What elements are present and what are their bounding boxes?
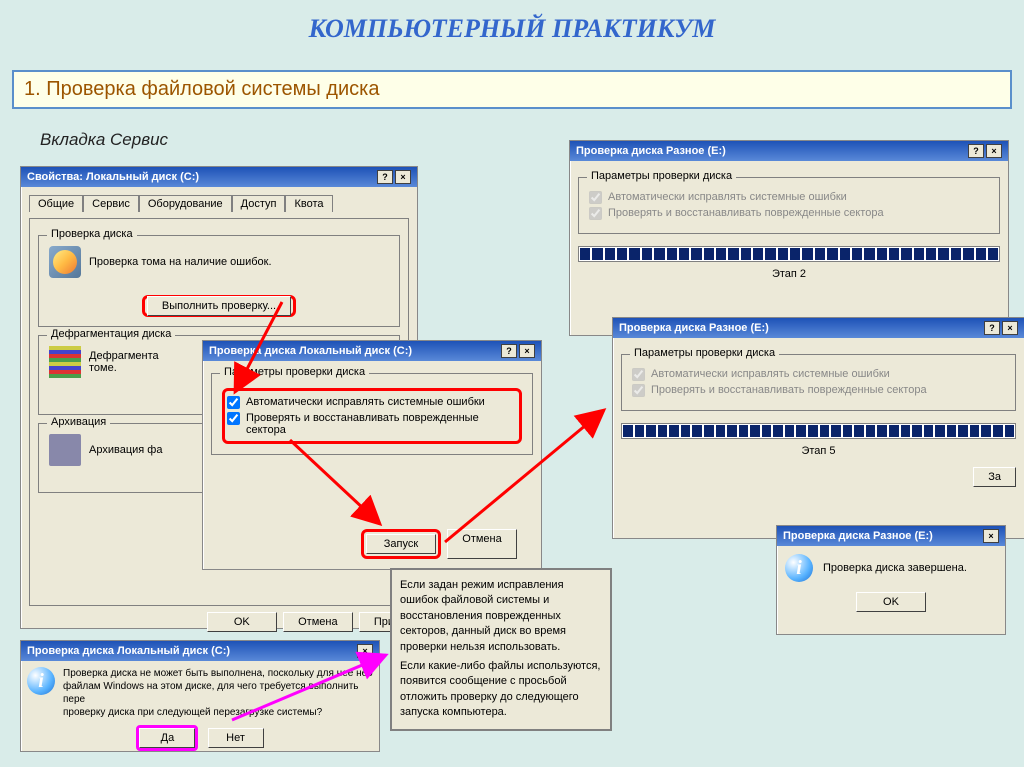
defer-text: Проверка диска не может быть выполнена, … xyxy=(63,667,373,719)
opt-label-2: Проверять и восстанавливать поврежденные… xyxy=(651,384,927,396)
opt-label-2: Проверять и восстанавливать поврежденные… xyxy=(246,412,517,436)
tab-hardware[interactable]: Оборудование xyxy=(139,195,232,212)
yes-button[interactable]: Да xyxy=(139,728,195,748)
group-label-archive: Архивация xyxy=(47,416,110,428)
titlebar: Проверка диска Разное (E:) × xyxy=(777,526,1005,546)
opt-label-1: Автоматически исправлять системные ошибк… xyxy=(246,396,485,408)
checkbox-recover xyxy=(589,207,602,220)
ok-button[interactable]: OK xyxy=(856,592,926,612)
window-title: Проверка диска Разное (E:) xyxy=(783,530,933,542)
help-button[interactable]: ? xyxy=(984,321,1000,335)
no-button[interactable]: Нет xyxy=(208,728,264,748)
disk-icon xyxy=(49,246,81,278)
running-e-phase2: Проверка диска Разное (E:) ? × Параметры… xyxy=(569,140,1009,336)
check-params-group: Параметры проверки диска Автоматически и… xyxy=(211,373,533,455)
close-button[interactable]: × xyxy=(519,344,535,358)
group-label: Проверка диска xyxy=(47,228,137,240)
running-e-phase5: Проверка диска Разное (E:) ? × Параметры… xyxy=(612,317,1024,539)
group-label-defrag: Дефрагментация диска xyxy=(47,328,175,340)
highlight-yes: Да xyxy=(136,725,198,751)
opt-recover: Проверять и восстанавливать поврежденные… xyxy=(589,207,989,220)
defer-dialog: Проверка диска Локальный диск (C:) × Про… xyxy=(20,640,380,752)
tab-service[interactable]: Сервис xyxy=(83,195,139,212)
progress-bar xyxy=(578,246,1000,262)
archive-icon xyxy=(49,434,81,466)
window-title: Проверка диска Разное (E:) xyxy=(619,322,769,334)
subtitle: Вкладка Сервис xyxy=(40,130,168,150)
group-label: Параметры проверки диска xyxy=(587,170,736,182)
tab-sharing[interactable]: Доступ xyxy=(232,195,286,212)
checkbox-auto-fix xyxy=(589,191,602,204)
titlebar: Свойства: Локальный диск (C:) ? × xyxy=(21,167,417,187)
start-button[interactable]: Запуск xyxy=(366,534,436,554)
defrag-icon xyxy=(49,346,81,378)
group-label: Параметры проверки диска xyxy=(220,366,369,378)
titlebar: Проверка диска Локальный диск (C:) ? × xyxy=(203,341,541,361)
titlebar: Проверка диска Разное (E:) ? × xyxy=(570,141,1008,161)
opt-label-2: Проверять и восстанавливать поврежденные… xyxy=(608,207,884,219)
ok-button[interactable]: OK xyxy=(207,612,277,632)
close-button[interactable]: × xyxy=(1002,321,1018,335)
titlebar: Проверка диска Локальный диск (C:) × xyxy=(21,641,379,661)
window-title: Проверка диска Разное (E:) xyxy=(576,145,726,157)
checkbox-recover[interactable] xyxy=(227,412,240,425)
button-row: Запуск Отмена xyxy=(211,529,533,559)
info-icon xyxy=(27,667,55,695)
help-button[interactable]: ? xyxy=(968,144,984,158)
opt-label-1: Автоматически исправлять системные ошибк… xyxy=(651,368,890,380)
close-button[interactable]: × xyxy=(986,144,1002,158)
cancel-button[interactable]: Отмена xyxy=(283,612,353,632)
opt-recover[interactable]: Проверять и восстанавливать поврежденные… xyxy=(227,412,517,436)
cancel-button[interactable]: Отмена xyxy=(447,529,517,559)
check-params-group: Параметры проверки диска Автоматически и… xyxy=(621,354,1016,411)
check-params-group: Параметры проверки диска Автоматически и… xyxy=(578,177,1000,234)
phase-label: Этап 2 xyxy=(578,268,1000,280)
done-dialog: Проверка диска Разное (E:) × Проверка ди… xyxy=(776,525,1006,635)
highlight-check-button: Выполнить проверку... xyxy=(142,295,296,317)
opt-recover: Проверять и восстанавливать поврежденные… xyxy=(632,384,1005,397)
za-button[interactable]: За xyxy=(973,467,1016,487)
disk-check-group: Проверка диска Проверка тома на наличие … xyxy=(38,235,400,327)
note-p1: Если задан режим исправления ошибок файл… xyxy=(400,578,602,655)
checkbox-recover xyxy=(632,384,645,397)
help-button[interactable]: ? xyxy=(501,344,517,358)
section-heading: 1. Проверка файловой системы диска xyxy=(12,70,1012,109)
info-icon xyxy=(785,554,813,582)
group-label: Параметры проверки диска xyxy=(630,347,779,359)
tabs: Общие Сервис Оборудование Доступ Квота xyxy=(29,195,409,212)
close-button[interactable]: × xyxy=(357,644,373,658)
note-p2: Если какие-либо файлы используются, появ… xyxy=(400,659,602,721)
checkbox-auto-fix xyxy=(632,368,645,381)
run-check-button[interactable]: Выполнить проверку... xyxy=(147,296,291,316)
button-row: За xyxy=(621,467,1016,487)
done-text: Проверка диска завершена. xyxy=(823,562,967,574)
titlebar: Проверка диска Разное (E:) ? × xyxy=(613,318,1024,338)
button-row: OK Отмена При xyxy=(29,612,409,632)
tab-general[interactable]: Общие xyxy=(29,195,83,212)
opt-auto-fix: Автоматически исправлять системные ошибк… xyxy=(589,191,989,204)
page-title: КОМПЬЮТЕРНЫЙ ПРАКТИКУМ xyxy=(0,14,1024,44)
window-title: Проверка диска Локальный диск (C:) xyxy=(27,645,230,657)
close-button[interactable]: × xyxy=(983,529,999,543)
check-text: Проверка тома на наличие ошибок. xyxy=(89,256,272,268)
phase-label: Этап 5 xyxy=(621,445,1016,457)
highlight-options: Автоматически исправлять системные ошибк… xyxy=(222,388,522,444)
opt-auto-fix[interactable]: Автоматически исправлять системные ошибк… xyxy=(227,396,517,409)
archive-text: Архивация фа xyxy=(89,444,162,456)
opt-label-1: Автоматически исправлять системные ошибк… xyxy=(608,191,847,203)
window-title: Свойства: Локальный диск (C:) xyxy=(27,171,199,183)
help-button[interactable]: ? xyxy=(377,170,393,184)
window-title: Проверка диска Локальный диск (C:) xyxy=(209,345,412,357)
explanation-note: Если задан режим исправления ошибок файл… xyxy=(390,568,612,731)
close-button[interactable]: × xyxy=(395,170,411,184)
progress-bar xyxy=(621,423,1016,439)
tab-quota[interactable]: Квота xyxy=(285,195,332,212)
highlight-start: Запуск xyxy=(361,529,441,559)
checkbox-auto-fix[interactable] xyxy=(227,396,240,409)
check-disk-dialog: Проверка диска Локальный диск (C:) ? × П… xyxy=(202,340,542,570)
defrag-text: Дефрагмента томе. xyxy=(89,350,159,374)
opt-auto-fix: Автоматически исправлять системные ошибк… xyxy=(632,368,1005,381)
